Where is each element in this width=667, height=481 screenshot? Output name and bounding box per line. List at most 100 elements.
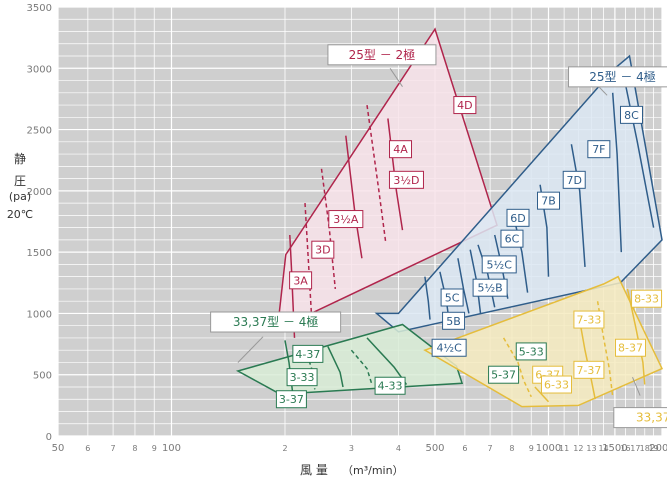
series-callout-label: 33,37型 － 4極 xyxy=(233,314,319,329)
model-label: 4½C xyxy=(436,342,462,355)
x-axis-label: 風 量 xyxy=(300,463,328,477)
model-label: 3A xyxy=(293,274,308,287)
model-label-box xyxy=(515,342,547,361)
model-label: 7-33 xyxy=(576,314,601,327)
model-label: 7B xyxy=(541,195,556,208)
x-tick-label: 1000 xyxy=(536,443,561,454)
y-tick-label: 1500 xyxy=(27,248,52,259)
x-tick-label: 8 xyxy=(132,444,137,453)
model-label-box xyxy=(275,390,307,409)
model-label-box xyxy=(388,170,424,189)
model-label: 3-37 xyxy=(279,393,304,406)
model-label-box xyxy=(537,191,561,210)
model-label-box xyxy=(442,311,466,330)
model-label: 8C xyxy=(624,109,639,122)
x-tick-label: 100 xyxy=(162,443,181,454)
model-label-box xyxy=(506,208,530,227)
y-tick-label: 0 xyxy=(46,432,52,443)
x-tick-label: 12 xyxy=(573,444,583,453)
model-label: 4A xyxy=(393,143,408,156)
x-tick-label: 13 xyxy=(586,444,596,453)
model-label-box xyxy=(286,368,318,387)
model-label-box xyxy=(619,105,643,124)
model-label: 6C xyxy=(505,233,520,246)
model-label: 5-37 xyxy=(491,369,516,382)
model-curve xyxy=(570,144,586,267)
y-tick-label: 2500 xyxy=(27,126,52,137)
model-label-box xyxy=(573,310,605,329)
x-tick-label: 8 xyxy=(509,444,514,453)
model-label-box xyxy=(631,289,663,308)
x-tick-label: 19 xyxy=(649,444,659,453)
model-label-box xyxy=(587,140,611,159)
x-tick-label: 3 xyxy=(349,444,354,453)
x-tick-label: 11 xyxy=(559,444,569,453)
series-callout-label: 33,37型 － 6極 xyxy=(636,410,667,425)
model-curve xyxy=(327,346,344,388)
callout-box xyxy=(568,66,667,88)
y-axis-label: 静圧 (pa) 20℃ xyxy=(7,152,33,221)
callout-box xyxy=(210,311,342,333)
model-label: 3D xyxy=(315,244,330,257)
x-tick-label: 2 xyxy=(282,444,287,453)
series-callouts: 25型 － 2極 25型 － 4極 33,37型 － 4極 33,37型 － 6極 xyxy=(210,44,667,429)
model-label: 3½D xyxy=(393,174,419,187)
x-tick-label: 2000 xyxy=(649,443,667,454)
model-curve xyxy=(350,349,373,385)
model-label-box xyxy=(289,271,313,290)
model-label-box xyxy=(328,210,364,229)
y-tick-label: 2000 xyxy=(27,187,52,198)
y-axis-label-part: 静 xyxy=(14,152,26,166)
model-curve xyxy=(513,217,529,293)
y-axis-label-part: (pa) xyxy=(9,190,31,203)
model-label: 6D xyxy=(510,212,525,225)
model-label: 8-37 xyxy=(618,342,643,355)
model-label-box xyxy=(374,376,406,395)
callout-pointer xyxy=(389,68,403,87)
model-label-box xyxy=(573,360,605,379)
model-label-box xyxy=(431,338,467,357)
model-label-box xyxy=(615,338,647,357)
model-label-box xyxy=(472,278,508,297)
model-label: 5C xyxy=(445,291,460,304)
x-tick-label: 500 xyxy=(425,443,444,454)
x-tick-label: 4 xyxy=(396,444,401,453)
model-label-box xyxy=(292,344,324,363)
callout-pointer xyxy=(237,336,264,363)
model-label: 6-33 xyxy=(544,379,569,392)
series-callout-label: 25型 － 2極 xyxy=(349,47,416,62)
model-curve xyxy=(366,104,387,243)
y-tick-label: 3500 xyxy=(27,3,52,14)
callout-box xyxy=(613,407,667,429)
model-label: 5½C xyxy=(487,258,513,271)
model-label: 8-33 xyxy=(634,293,659,306)
x-tick-label: 17 xyxy=(630,444,640,453)
x-tick-label: 50 xyxy=(52,443,65,454)
y-tick-labels: 0 500 1000 1500 2000 2500 3000 3500 xyxy=(27,3,52,443)
model-label: 7D xyxy=(566,174,581,187)
model-label-box xyxy=(488,365,520,384)
x-tick-label: 6 xyxy=(462,444,467,453)
series-callout-label: 25型 － 4極 xyxy=(589,69,656,84)
model-label: 3-33 xyxy=(290,371,315,384)
model-label: 7F xyxy=(592,143,605,156)
model-curve xyxy=(611,92,623,253)
y-axis-label-part: 圧 xyxy=(14,174,26,188)
model-curve xyxy=(502,337,532,398)
model-label-box xyxy=(389,140,413,159)
y-tick-label: 3000 xyxy=(27,64,52,75)
x-tick-label: 7 xyxy=(111,444,116,453)
y-tick-label: 500 xyxy=(33,371,52,382)
model-label-box xyxy=(440,288,464,307)
model-label-box xyxy=(540,375,572,394)
model-label: 5½B xyxy=(477,282,502,295)
model-label: 5B xyxy=(446,315,461,328)
x-axis-unit: （m³/min） xyxy=(342,464,404,477)
model-label: 7-37 xyxy=(576,364,601,377)
model-label: 5-33 xyxy=(519,345,544,358)
model-label: 4-33 xyxy=(378,380,403,393)
x-tick-label: 7 xyxy=(488,444,493,453)
model-label: 4-37 xyxy=(295,348,320,361)
